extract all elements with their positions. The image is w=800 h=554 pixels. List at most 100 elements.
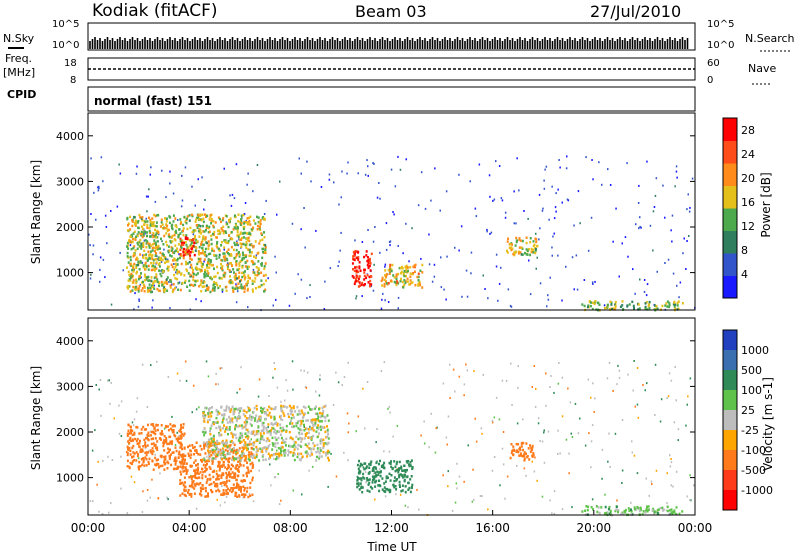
echo-cell — [247, 265, 250, 269]
speckle-cell — [674, 366, 676, 368]
velocity-colorbar-swatch — [723, 430, 737, 451]
echo-cell — [222, 232, 225, 235]
speckle-cell — [246, 183, 248, 186]
echo-cell — [210, 264, 213, 267]
speckle-cell — [624, 236, 627, 239]
echo-cell — [126, 245, 128, 248]
echo-cell — [288, 430, 291, 434]
echo-cell — [151, 430, 154, 434]
echo-cell — [148, 457, 151, 461]
echo-cell — [322, 438, 325, 442]
speckle-cell — [179, 379, 181, 382]
echo-cell — [146, 434, 149, 438]
echo-cell — [194, 249, 197, 252]
speckle-cell — [452, 368, 455, 371]
echo-cell — [531, 446, 534, 449]
echo-cell — [252, 290, 254, 293]
y-tick-label: 4000 — [56, 335, 84, 348]
speckle-cell — [470, 251, 473, 254]
echo-cell — [215, 416, 218, 420]
speckle-cell — [235, 301, 238, 304]
speckle-cell — [405, 222, 407, 225]
echo-cell — [142, 283, 145, 286]
speckle-cell — [449, 397, 451, 400]
velocity-colorbar-swatch — [723, 390, 737, 411]
echo-cell — [154, 249, 156, 253]
echo-cell — [302, 413, 305, 417]
echo-cell — [322, 446, 325, 450]
echo-cell — [383, 466, 386, 470]
echo-cell — [610, 303, 613, 306]
echo-cell — [360, 478, 363, 482]
speckle-cell — [505, 379, 508, 382]
echo-cell — [520, 246, 523, 249]
echo-cell — [633, 508, 636, 511]
speckle-cell — [655, 469, 658, 472]
speckle-cell — [174, 444, 177, 446]
echo-cell — [174, 287, 176, 290]
echo-cell — [270, 454, 273, 457]
echo-cell — [403, 464, 406, 467]
echo-cell — [243, 254, 246, 257]
echo-cell — [353, 269, 356, 273]
speckle-cell — [466, 295, 469, 298]
speckle-cell — [233, 197, 236, 200]
echo-cell — [236, 482, 239, 485]
echo-cell — [218, 276, 221, 280]
echo-cell — [235, 467, 238, 470]
echo-cell — [155, 221, 158, 224]
echo-cell — [261, 256, 264, 260]
echo-cell — [152, 232, 155, 235]
speckle-cell — [399, 493, 402, 496]
echo-cell — [208, 465, 211, 469]
speckle-cell — [539, 440, 541, 442]
echo-cell — [413, 270, 416, 273]
echo-cell — [252, 443, 255, 446]
echo-cell — [167, 428, 170, 432]
echo-cell — [516, 449, 518, 452]
echo-cell — [381, 276, 384, 280]
echo-cell — [228, 234, 230, 237]
echo-cell — [252, 463, 255, 467]
speckle-cell — [343, 376, 346, 378]
speckle-cell — [372, 162, 374, 164]
echo-cell — [149, 235, 151, 238]
speckle-cell — [693, 484, 695, 487]
echo-cell — [211, 470, 214, 474]
echo-cell — [169, 279, 172, 282]
echo-cell — [243, 487, 246, 490]
speckle-cell — [217, 383, 220, 386]
echo-cell — [274, 442, 277, 445]
speckle-cell — [149, 173, 151, 176]
echo-cell — [193, 483, 196, 486]
speckle-cell — [601, 183, 603, 186]
speckle-cell — [656, 270, 658, 273]
speckle-cell — [510, 305, 513, 308]
echo-cell — [173, 233, 176, 237]
echo-cell — [222, 489, 225, 492]
echo-cell — [357, 256, 360, 259]
speckle-cell — [498, 418, 501, 421]
speckle-cell — [180, 205, 183, 208]
speckle-cell — [272, 376, 274, 379]
echo-cell — [154, 258, 157, 261]
echo-cell — [287, 412, 290, 416]
echo-cell — [262, 458, 265, 462]
speckle-cell — [366, 159, 368, 162]
echo-cell — [245, 417, 248, 420]
echo-cell — [140, 289, 143, 292]
speckle-cell — [145, 217, 147, 220]
echo-cell — [514, 244, 517, 247]
speckle-cell — [191, 185, 193, 188]
speckle-cell — [495, 253, 498, 256]
echo-cell — [205, 272, 208, 276]
speckle-cell — [154, 453, 156, 456]
echo-cell — [220, 262, 222, 266]
echo-cell — [148, 227, 151, 230]
echo-cell — [635, 508, 638, 511]
echo-cell — [234, 287, 237, 290]
echo-cell — [229, 440, 232, 443]
y-tick-label: 3000 — [56, 380, 84, 393]
echo-cell — [359, 462, 362, 466]
echo-cell — [356, 482, 359, 485]
